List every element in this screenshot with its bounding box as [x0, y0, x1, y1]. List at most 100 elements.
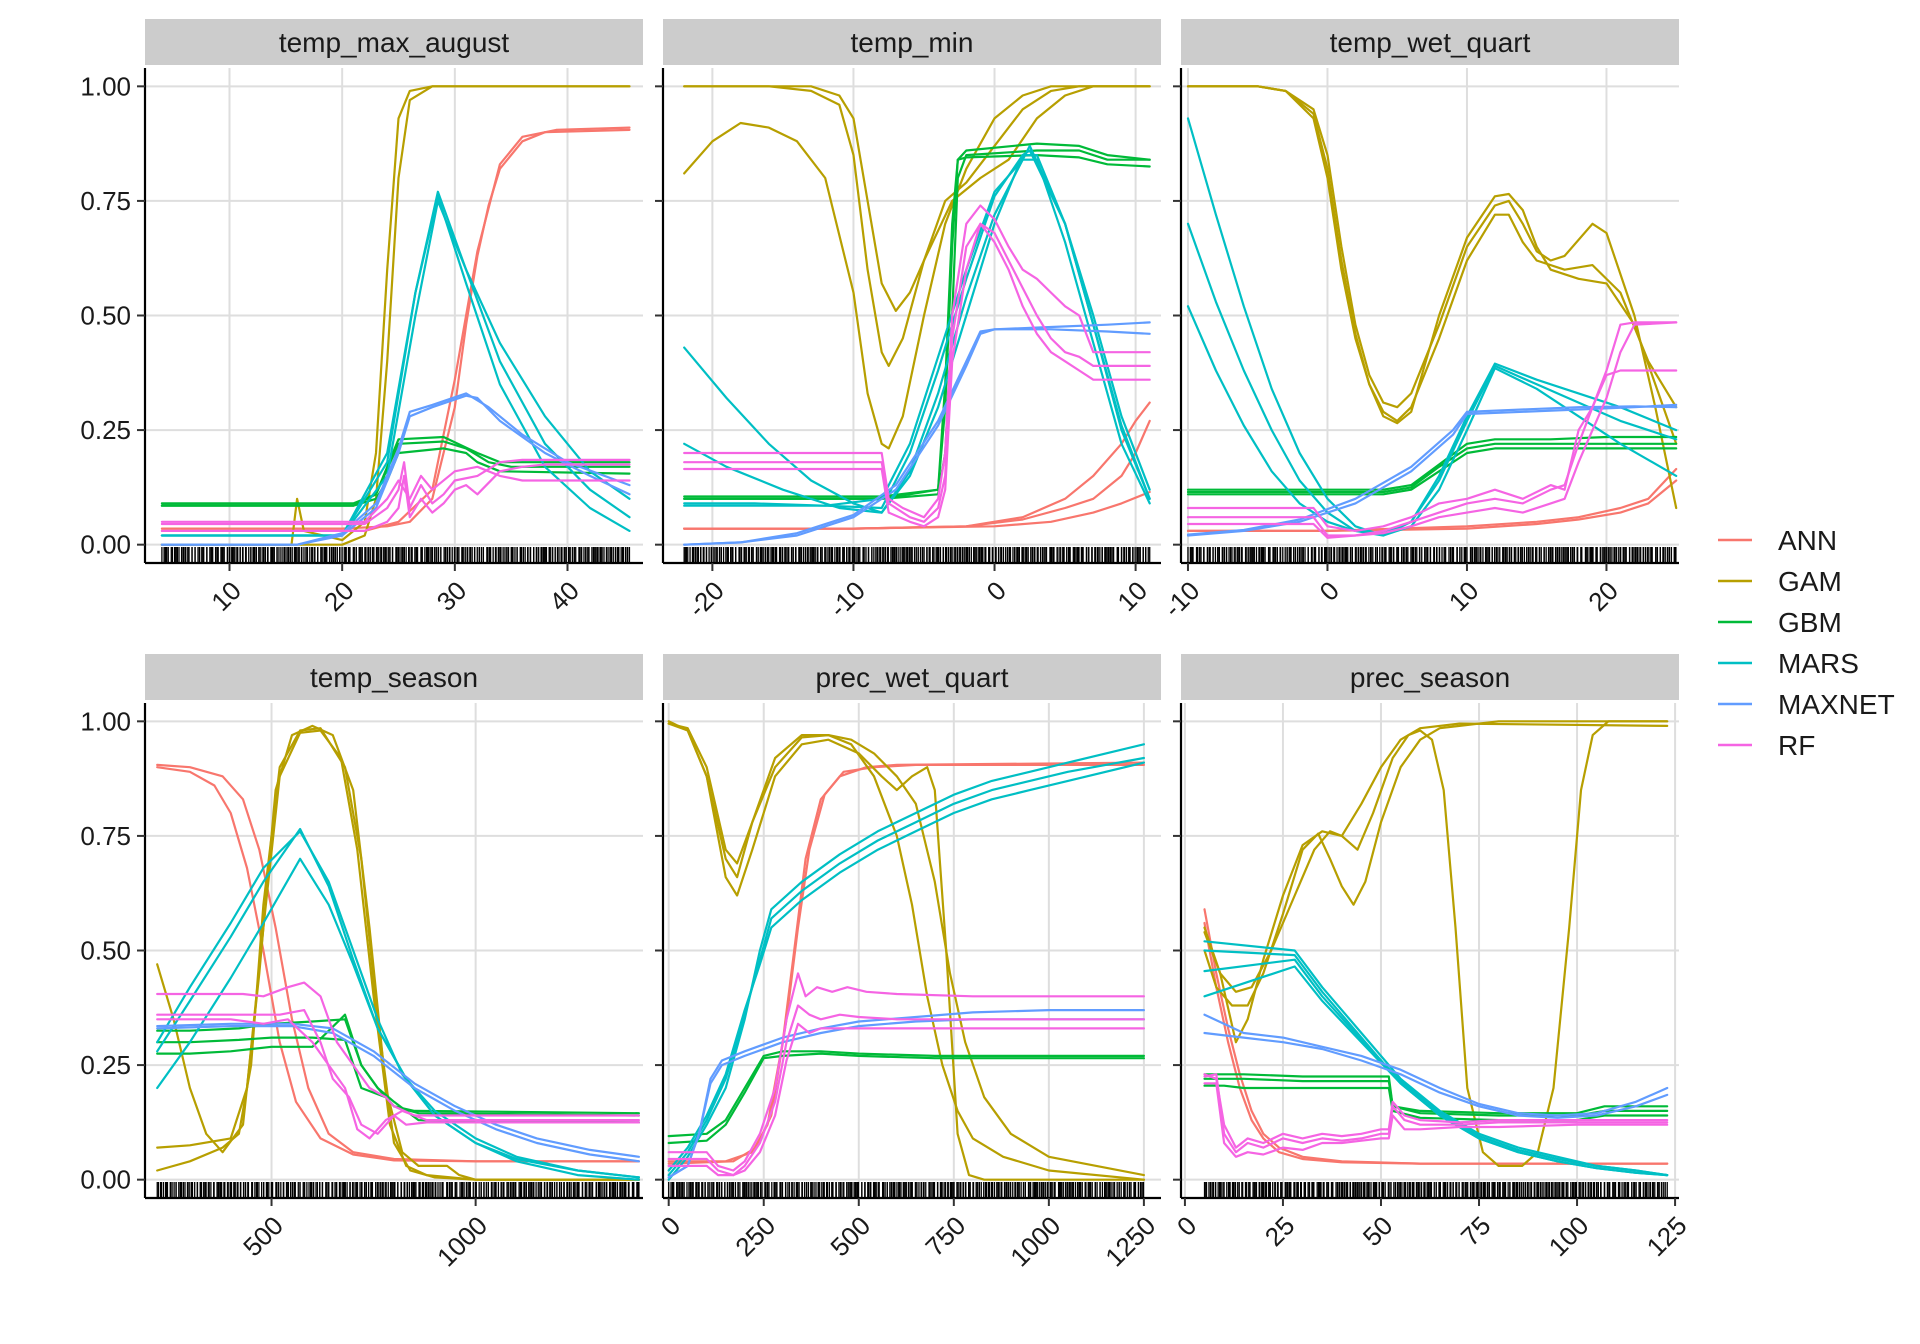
series-line-gam-2 — [156, 729, 641, 1181]
y-tick-label: 0.75 — [80, 821, 131, 851]
legend-label: ANN — [1778, 525, 1837, 556]
legend: ANN GAM GBM MARS MAXNET RF — [1718, 525, 1895, 761]
series-line-rf-1 — [667, 1004, 1146, 1177]
facet-strip — [1181, 19, 1679, 65]
series-line-maxnet-1 — [160, 392, 631, 546]
series-line-maxnet-1 — [156, 1022, 641, 1158]
legend-item-mars: MARS — [1718, 648, 1859, 679]
y-tick-label: 0.25 — [80, 415, 131, 445]
series-line-gbm-2 — [1203, 1073, 1669, 1115]
y-tick-label: 0.00 — [80, 1165, 131, 1195]
series-line-rf-2 — [1203, 1082, 1669, 1158]
series-line-gbm-2 — [683, 154, 1151, 498]
series-line-mars-0 — [160, 190, 631, 537]
series-lines — [683, 85, 1151, 546]
series-line-gam-2 — [667, 722, 1146, 1177]
rug-marks — [161, 547, 631, 563]
series-line-gam-1 — [160, 85, 631, 546]
series-lines — [160, 85, 631, 546]
series-line-gbm-2 — [160, 435, 631, 505]
facet-strip — [663, 19, 1161, 65]
series-line-mars-1 — [683, 144, 1151, 514]
series-line-maxnet-1 — [1203, 1013, 1669, 1117]
rug-marks — [1203, 1182, 1668, 1198]
facet-strip — [145, 654, 643, 700]
gridlines — [1181, 703, 1679, 1198]
series-line-rf-1 — [156, 1008, 641, 1135]
facet-strip-label: temp_wet_quart — [1330, 27, 1531, 58]
facet-strip-label: temp_min — [851, 27, 974, 58]
series-line-rf-0 — [160, 463, 631, 533]
series-line-mars-1 — [160, 199, 631, 537]
series-line-mars-0 — [1186, 117, 1678, 537]
series-line-maxnet-0 — [1203, 1031, 1669, 1119]
series-lines — [1186, 85, 1678, 539]
rug-marks — [668, 1182, 1145, 1198]
series-line-gam-1 — [1186, 85, 1678, 510]
series-line-gbm-0 — [160, 447, 631, 507]
series-line-gam-2 — [1203, 722, 1669, 1044]
y-tick-label: 0.25 — [80, 1050, 131, 1080]
series-line-maxnet-1 — [683, 328, 1151, 546]
series-line-mars-2 — [156, 827, 641, 1179]
series-line-mars-0 — [156, 830, 641, 1181]
y-tick-label: 0.75 — [80, 186, 131, 216]
series-line-gbm-2 — [156, 1013, 641, 1124]
series-line-rf-2 — [683, 222, 1151, 528]
series-line-gam-1 — [156, 724, 641, 1181]
rug-marks — [1187, 547, 1677, 563]
series-line-ann-0 — [160, 128, 631, 530]
rug-marks — [683, 547, 1151, 563]
series-line-gam-1 — [1203, 720, 1669, 1007]
y-tick-label: 0.50 — [80, 301, 131, 331]
facet-strip-label: temp_season — [310, 662, 478, 693]
series-line-rf-0 — [1186, 321, 1678, 533]
legend-item-gam: GAM — [1718, 566, 1842, 597]
series-lines — [667, 720, 1146, 1181]
series-line-ann-1 — [160, 126, 631, 533]
series-line-rf-1 — [1203, 1073, 1669, 1149]
series-line-ann-1 — [156, 766, 641, 1163]
legend-item-maxnet: MAXNET — [1718, 689, 1895, 720]
series-line-gam-2 — [683, 85, 1151, 312]
series-line-gbm-0 — [683, 149, 1151, 500]
series-line-mars-1 — [667, 756, 1146, 1177]
facet-panel-temp_min: temp_min-20 -10 0 10 — [655, 19, 1161, 623]
legend-item-ann: ANN — [1718, 525, 1837, 556]
legend-label: MARS — [1778, 648, 1859, 679]
series-line-rf-0 — [156, 981, 641, 1117]
series-line-ann-2 — [683, 490, 1151, 530]
series-line-maxnet-0 — [683, 321, 1151, 546]
series-line-maxnet-0 — [160, 394, 631, 546]
series-line-mars-2 — [667, 761, 1146, 1172]
series-line-rf-0 — [683, 204, 1151, 519]
gridlines — [1181, 68, 1679, 563]
series-line-gam-1 — [683, 85, 1151, 450]
legend-item-gbm: GBM — [1718, 607, 1842, 638]
series-line-rf-0 — [1203, 1073, 1669, 1154]
series-lines — [1203, 720, 1669, 1177]
series-line-gbm-1 — [667, 1052, 1146, 1145]
series-lines — [156, 724, 641, 1181]
legend-label: MAXNET — [1778, 689, 1895, 720]
series-line-rf-2 — [160, 465, 631, 523]
rug-marks — [156, 1182, 640, 1198]
series-line-maxnet-0 — [156, 1024, 641, 1163]
facet-strip — [663, 654, 1161, 700]
y-tick-label: 0.50 — [80, 936, 131, 966]
series-line-gam-0 — [683, 85, 1151, 367]
facet-strip-label: prec_wet_quart — [815, 662, 1008, 693]
series-line-rf-1 — [683, 222, 1151, 523]
legend-item-rf: RF — [1718, 730, 1815, 761]
series-line-gbm-2 — [1186, 435, 1678, 491]
series-line-gbm-1 — [1186, 442, 1678, 494]
legend-label: GAM — [1778, 566, 1842, 597]
facet-strip-label: prec_season — [1350, 662, 1510, 693]
facet-strip — [1181, 654, 1679, 700]
